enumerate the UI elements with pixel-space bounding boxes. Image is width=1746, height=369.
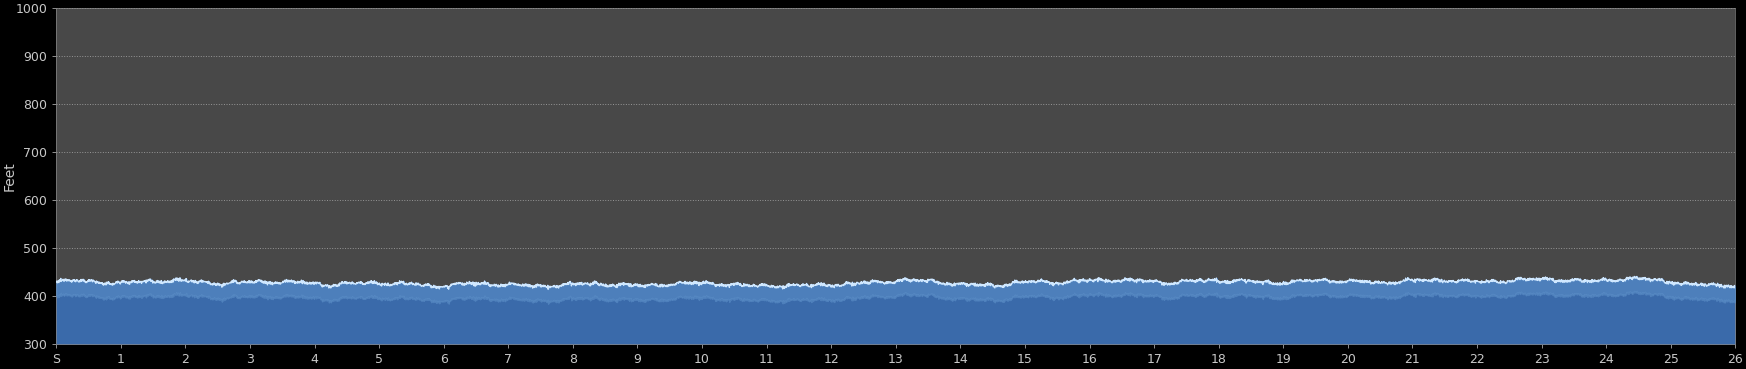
Y-axis label: Feet: Feet bbox=[3, 161, 17, 191]
